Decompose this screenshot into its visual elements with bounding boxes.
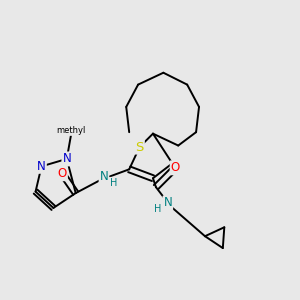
Text: N: N xyxy=(37,160,46,173)
Text: N: N xyxy=(62,152,71,165)
Text: O: O xyxy=(58,167,67,180)
Text: N: N xyxy=(100,170,108,183)
Text: H: H xyxy=(154,204,161,214)
Text: H: H xyxy=(110,178,117,188)
Text: methyl: methyl xyxy=(56,126,86,135)
Text: S: S xyxy=(135,140,144,154)
Text: O: O xyxy=(171,161,180,174)
Text: N: N xyxy=(164,196,172,209)
